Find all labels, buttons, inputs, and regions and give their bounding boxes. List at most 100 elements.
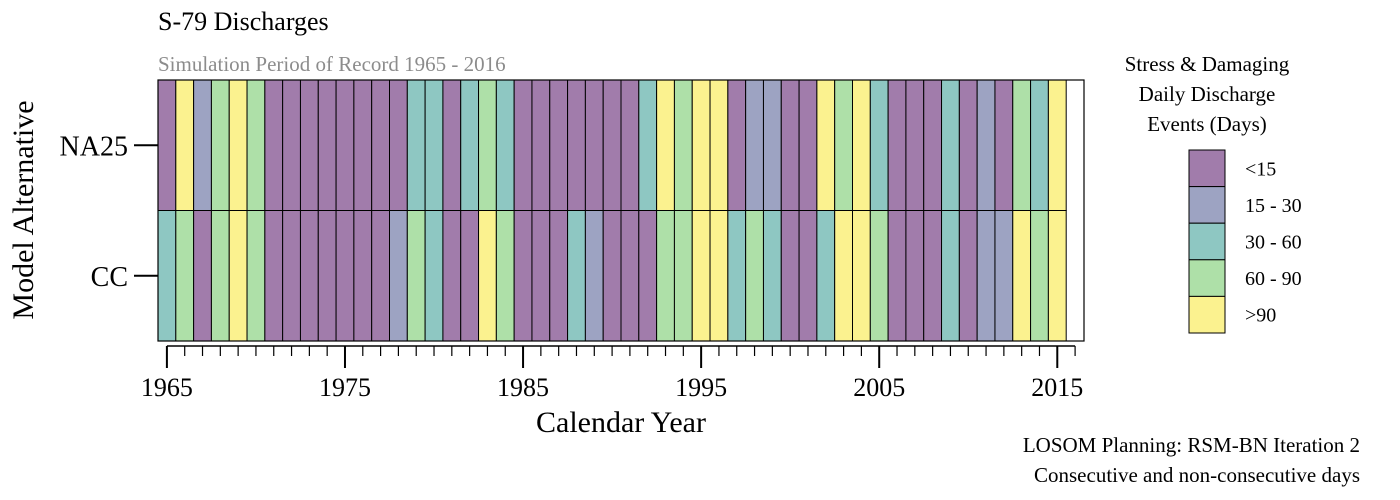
heatmap-cell bbox=[869, 79, 889, 211]
heatmap-cells bbox=[157, 79, 1067, 342]
heatmap-cell bbox=[317, 210, 337, 342]
heatmap-cell bbox=[478, 210, 497, 342]
heatmap-cell bbox=[691, 79, 711, 211]
x-tick-label: 1995 bbox=[675, 373, 727, 402]
heatmap-cell bbox=[495, 79, 515, 211]
heatmap-cell bbox=[602, 79, 622, 211]
y-axis-title: Model Alternative bbox=[7, 100, 40, 319]
chart-subtitle: Simulation Period of Record 1965 - 2016 bbox=[158, 52, 506, 76]
legend-title-line: Events (Days) bbox=[1147, 112, 1267, 136]
heatmap-cell bbox=[905, 210, 925, 342]
heatmap-cell bbox=[460, 210, 480, 342]
heatmap-cell bbox=[460, 79, 480, 211]
heatmap-cell bbox=[264, 79, 284, 211]
heatmap-cell bbox=[780, 210, 800, 342]
heatmap-cell bbox=[228, 210, 248, 342]
heatmap-cell bbox=[958, 79, 978, 211]
heatmap-cell bbox=[834, 210, 854, 342]
heatmap-cell bbox=[335, 79, 355, 211]
heatmap-cell bbox=[869, 210, 889, 342]
legend-swatch bbox=[1188, 222, 1226, 261]
heatmap-cell bbox=[691, 210, 711, 342]
legend: Stress & Damaging Daily Discharge Events (… bbox=[1125, 52, 1302, 334]
heatmap-cell bbox=[602, 210, 622, 342]
heatmap-cell bbox=[193, 210, 212, 342]
heatmap-cell bbox=[157, 79, 177, 211]
heatmap-cell bbox=[1030, 210, 1049, 342]
heatmap-cell bbox=[798, 210, 818, 342]
heatmap-cell bbox=[745, 210, 764, 342]
heatmap-cell bbox=[389, 210, 408, 342]
heatmap-cell bbox=[406, 79, 426, 211]
heatmap-cell bbox=[157, 210, 177, 342]
heatmap-cell bbox=[335, 210, 355, 342]
legend-label: >90 bbox=[1245, 305, 1276, 327]
heatmap-cell bbox=[976, 79, 996, 211]
heatmap-cell bbox=[798, 79, 818, 211]
heatmap-cell bbox=[780, 79, 800, 211]
heatmap-cell bbox=[887, 79, 907, 211]
heatmap-cell bbox=[852, 210, 871, 342]
heatmap-cell bbox=[745, 79, 764, 211]
heatmap-cell bbox=[175, 79, 195, 211]
heatmap-cell bbox=[638, 79, 658, 211]
heatmap-cell bbox=[567, 210, 586, 342]
heatmap-cell bbox=[584, 79, 604, 211]
heatmap-cell bbox=[353, 79, 373, 211]
plot-frame bbox=[157, 79, 1085, 342]
heatmap-cell bbox=[478, 79, 497, 211]
heatmap-cell bbox=[638, 210, 658, 342]
heatmap-cell bbox=[353, 210, 373, 342]
heatmap-cell bbox=[1012, 79, 1032, 211]
caption-line-2: Consecutive and non-consecutive days bbox=[1034, 463, 1360, 487]
x-tick-label: 2005 bbox=[853, 373, 905, 402]
heatmap-cell bbox=[1047, 79, 1067, 211]
heatmap-cell bbox=[905, 79, 925, 211]
caption-line-1: LOSOM Planning: RSM-BN Iteration 2 bbox=[1023, 433, 1360, 457]
x-tick-label: 2015 bbox=[1031, 373, 1083, 402]
legend-swatch bbox=[1188, 259, 1226, 297]
heatmap-cell bbox=[424, 210, 444, 342]
legend-swatch bbox=[1188, 295, 1226, 334]
heatmap-cell bbox=[923, 79, 943, 211]
legend-title-line: Stress & Damaging bbox=[1125, 52, 1290, 76]
heatmap-cell bbox=[513, 210, 533, 342]
heatmap-cell bbox=[1030, 79, 1049, 211]
heatmap-cell bbox=[513, 79, 533, 211]
heatmap-cell bbox=[709, 210, 729, 342]
heatmap-cell bbox=[584, 210, 604, 342]
heatmap-cell bbox=[656, 79, 675, 211]
heatmap-cell bbox=[549, 210, 569, 342]
x-tick-label: 1985 bbox=[497, 373, 549, 402]
x-axis-title: Calendar Year bbox=[536, 406, 706, 439]
legend-label: 30 - 60 bbox=[1245, 232, 1302, 254]
heatmap-cell bbox=[246, 210, 266, 342]
heatmap-cell bbox=[193, 79, 212, 211]
heatmap-cell bbox=[317, 79, 337, 211]
heatmap-cell bbox=[442, 79, 462, 211]
heatmap-cell bbox=[941, 210, 960, 342]
heatmap-cell bbox=[175, 210, 195, 342]
heatmap-cell bbox=[834, 79, 854, 211]
heatmap-cell bbox=[620, 210, 640, 342]
heatmap-cell bbox=[656, 210, 675, 342]
heatmap-cell bbox=[531, 210, 551, 342]
heatmap-cell bbox=[994, 210, 1014, 342]
x-tick-label: 1975 bbox=[319, 373, 371, 402]
heatmap-cell bbox=[620, 79, 640, 211]
legend-label: 15 - 30 bbox=[1245, 195, 1302, 217]
x-axis: 1965 1975 1985 1995 2005 2015 bbox=[141, 345, 1083, 402]
heatmap-cell bbox=[1047, 210, 1067, 342]
heatmap-cell bbox=[762, 210, 782, 342]
legend-title-line: Daily Discharge bbox=[1139, 82, 1276, 106]
y-tick-label: NA25 bbox=[60, 131, 128, 162]
heatmap-cell bbox=[299, 210, 319, 342]
heatmap-cell bbox=[210, 79, 230, 211]
y-axis: NA25 CC bbox=[60, 131, 158, 293]
y-tick-label: CC bbox=[91, 262, 128, 293]
heatmap-cell bbox=[976, 210, 996, 342]
heatmap-cell bbox=[246, 79, 266, 211]
chart-title: S-79 Discharges bbox=[158, 7, 329, 36]
heatmap-cell bbox=[852, 79, 871, 211]
heatmap-cell bbox=[1012, 210, 1032, 342]
